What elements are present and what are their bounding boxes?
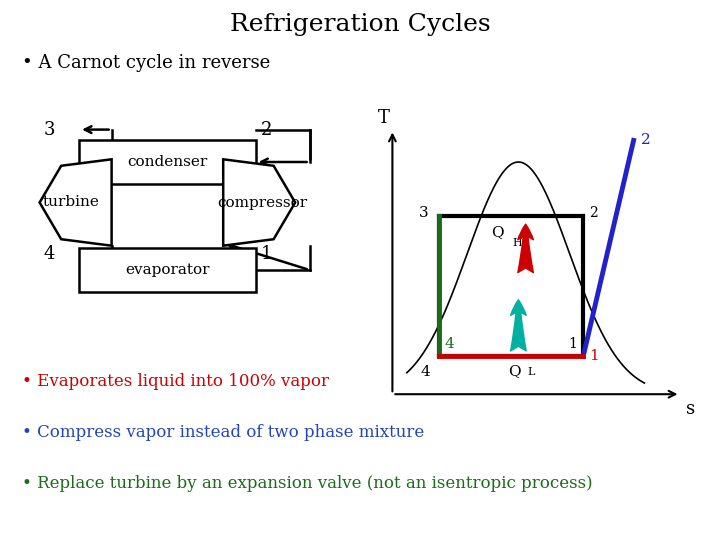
- Polygon shape: [223, 159, 295, 246]
- Text: Q: Q: [508, 364, 521, 379]
- Text: • Replace turbine by an expansion valve (not an isentropic process): • Replace turbine by an expansion valve …: [22, 475, 593, 492]
- Text: Q: Q: [491, 225, 504, 239]
- Text: compressor: compressor: [217, 195, 308, 210]
- Text: 1: 1: [589, 349, 599, 363]
- Text: 2: 2: [641, 133, 651, 147]
- Text: 4: 4: [43, 245, 55, 263]
- Text: 1: 1: [261, 245, 272, 263]
- Text: 2: 2: [261, 120, 272, 139]
- Text: • A Carnot cycle in reverse: • A Carnot cycle in reverse: [22, 54, 270, 72]
- Text: s: s: [686, 400, 696, 417]
- Text: T: T: [378, 109, 390, 127]
- Text: condenser: condenser: [127, 155, 207, 169]
- Bar: [79, 140, 256, 184]
- Text: 4: 4: [445, 337, 455, 351]
- Polygon shape: [40, 159, 112, 246]
- Text: turbine: turbine: [42, 195, 99, 210]
- Text: 4: 4: [420, 364, 431, 379]
- Text: • Compress vapor instead of two phase mixture: • Compress vapor instead of two phase mi…: [22, 424, 424, 441]
- Text: 1: 1: [569, 337, 577, 351]
- Text: L: L: [527, 367, 534, 377]
- Text: H: H: [513, 238, 523, 248]
- Text: 2: 2: [589, 206, 598, 220]
- Text: 3: 3: [419, 206, 428, 220]
- Text: evaporator: evaporator: [125, 263, 210, 277]
- Text: • Evaporates liquid into 100% vapor: • Evaporates liquid into 100% vapor: [22, 373, 328, 389]
- Text: Refrigeration Cycles: Refrigeration Cycles: [230, 14, 490, 37]
- Text: 3: 3: [43, 120, 55, 139]
- Bar: [79, 248, 256, 292]
